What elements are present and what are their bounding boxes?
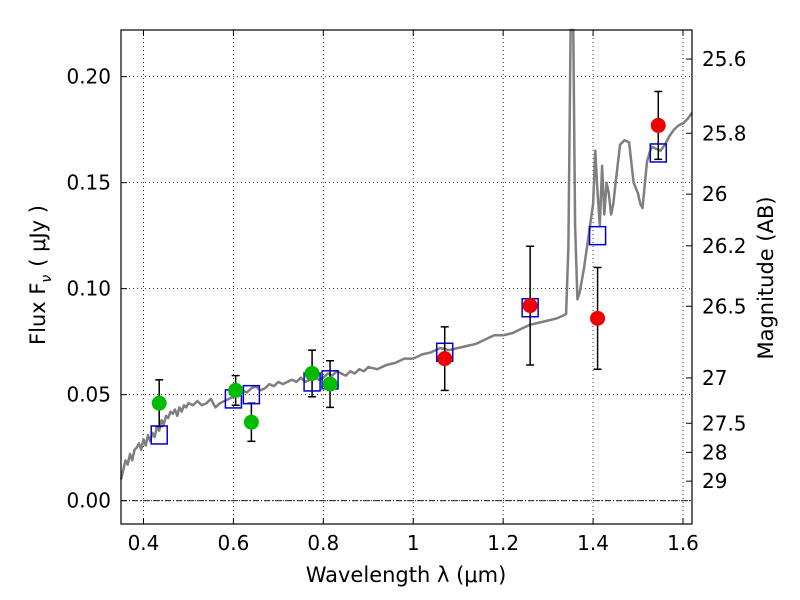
- mag-tick-label: 27.5: [702, 411, 747, 435]
- y-tick-label: 0.15: [66, 171, 111, 195]
- spectrum-line: [119, 28, 694, 480]
- y-tick-label: 0.10: [66, 277, 111, 301]
- y-axis-label-subscript: ν: [39, 275, 55, 283]
- observed-flux-point: [322, 376, 338, 392]
- observed-flux-point: [590, 310, 606, 326]
- x-tick-label: 0.6: [217, 531, 249, 555]
- axis-ticks: [121, 30, 692, 524]
- model-flux-square: [649, 143, 668, 163]
- x-tick-label: 1.6: [667, 531, 699, 555]
- model-flux-square: [150, 425, 168, 445]
- y-axis-label-unit: ( μJy ): [26, 205, 50, 267]
- y-tick-label: 0.05: [66, 383, 111, 407]
- x-tick-label: 0.4: [128, 531, 160, 555]
- x-tick-label: 0.8: [307, 531, 339, 555]
- observed-flux-point: [151, 395, 167, 411]
- x-tick-label: 1.4: [577, 531, 609, 555]
- x-tick-label: 1: [407, 531, 420, 555]
- plot-frame: [120, 29, 693, 525]
- x-tick-label: 1.2: [487, 531, 519, 555]
- mag-tick-label: 26.2: [702, 234, 747, 258]
- observed-flux-point: [437, 351, 453, 367]
- mag-tick-label: 26: [702, 182, 727, 206]
- observed-flux-point: [522, 298, 538, 314]
- model-flux-square: [588, 225, 607, 246]
- mag-tick-label: 25.6: [702, 47, 747, 71]
- observed-flux-point: [650, 117, 666, 133]
- y-tick-label: 0.00: [66, 489, 111, 513]
- y-axis-label-text: Flux F: [26, 283, 50, 345]
- observed-photometry-markers: [151, 117, 666, 430]
- y-axis-label-left: Flux Fν ( μJy ): [26, 205, 55, 345]
- y-tick-label: 0.20: [66, 65, 111, 89]
- mag-tick-label: 28: [702, 440, 727, 464]
- observed-flux-point: [228, 382, 244, 398]
- y-tick-labels: 0.00 0.05 0.10 0.15 0.20: [66, 65, 111, 513]
- mag-tick-label: 26.5: [702, 294, 747, 318]
- mag-tick-label: 25.8: [702, 121, 747, 145]
- model-flux-square: [242, 384, 261, 405]
- mag-tick-label: 27: [702, 366, 727, 390]
- model-spectrum: [119, 28, 694, 480]
- observed-flux-point: [304, 365, 320, 381]
- mag-tick-label: 29: [702, 469, 727, 493]
- x-axis-label: Wavelength λ (μm): [306, 563, 507, 587]
- magnitude-tick-labels: 25.6 25.8 26 26.2 26.5 27 27.5 28 29: [702, 47, 747, 493]
- x-tick-labels: 0.4 0.6 0.8 1 1.2 1.4 1.6: [128, 531, 699, 555]
- observed-flux-point: [243, 414, 259, 430]
- y-axis-label-right: Magnitude (AB): [754, 196, 778, 359]
